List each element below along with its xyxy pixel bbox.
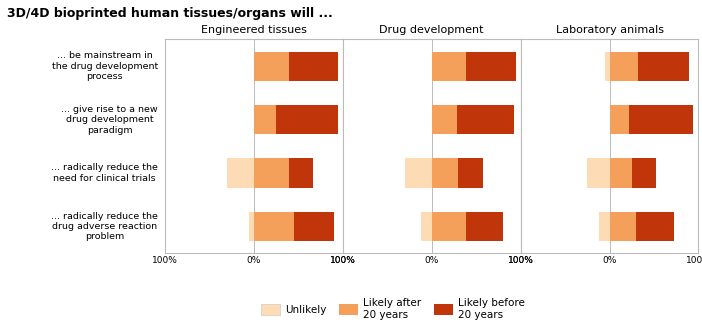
Bar [458,159,483,188]
Bar [465,212,503,241]
Bar [609,52,638,81]
Bar [636,212,674,241]
Bar [638,52,689,81]
Bar [629,105,693,134]
Text: ... be mainstream in
the drug development
process: ... be mainstream in the drug developmen… [52,51,158,81]
Bar [432,159,458,188]
Bar [289,52,338,81]
Text: ... give rise to a new
drug development
paradigm: ... give rise to a new drug development … [61,105,158,135]
Bar [432,212,465,241]
Text: 3D/4D bioprinted human tissues/organs will ...: 3D/4D bioprinted human tissues/organs wi… [7,7,333,20]
Bar [254,159,289,188]
Bar [254,52,289,81]
Title: Engineered tissues: Engineered tissues [201,25,307,35]
Bar [227,159,254,188]
Bar [249,212,254,241]
Bar [254,212,294,241]
Bar [605,52,609,81]
Bar [456,105,515,134]
Bar [289,159,314,188]
Bar [294,212,334,241]
Legend: Unlikely, Likely after
20 years, Likely before
20 years: Unlikely, Likely after 20 years, Likely … [258,294,529,324]
Bar [609,212,636,241]
Bar [632,159,656,188]
Bar [465,52,516,81]
Title: Laboratory animals: Laboratory animals [555,25,663,35]
Bar [432,105,456,134]
Bar [254,105,276,134]
Text: ... radically reduce the
drug adverse reaction
problem: ... radically reduce the drug adverse re… [51,212,158,241]
Bar [599,212,609,241]
Bar [276,105,338,134]
Title: Drug development: Drug development [380,25,484,35]
Bar [609,105,629,134]
Bar [609,159,632,188]
Text: ... radically reduce the
need for clinical trials: ... radically reduce the need for clinic… [51,164,158,183]
Bar [588,159,609,188]
Bar [421,212,432,241]
Bar [405,159,432,188]
Bar [432,52,465,81]
